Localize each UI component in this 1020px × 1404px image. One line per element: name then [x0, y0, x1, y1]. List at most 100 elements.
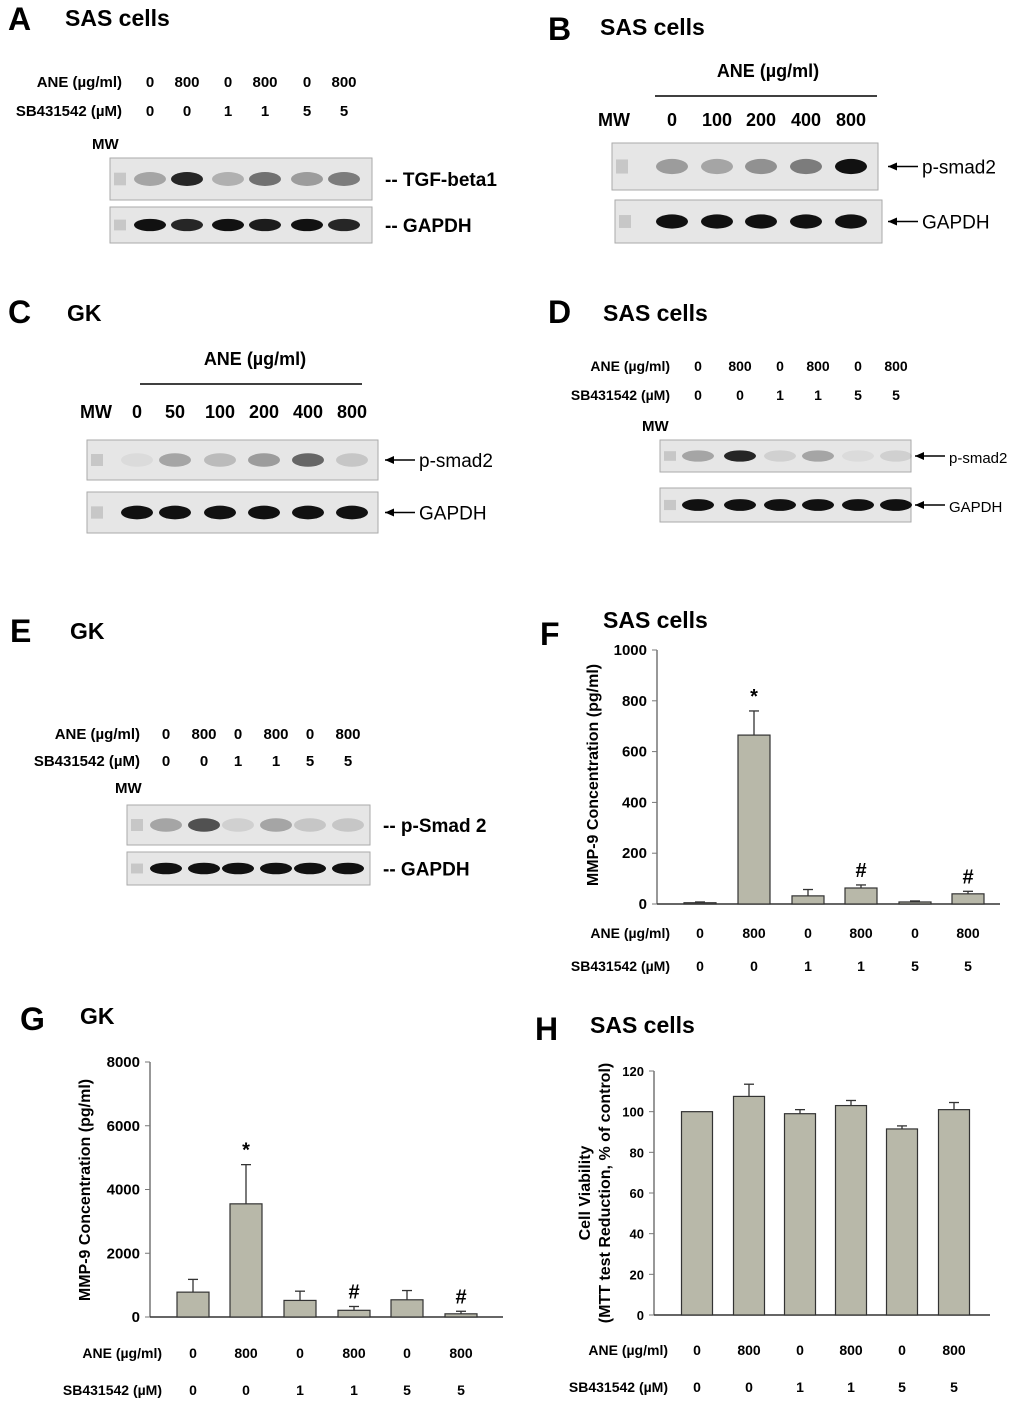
x-category-label: 800	[449, 1345, 473, 1361]
y-tick-label: 600	[622, 744, 647, 761]
panel-b: B SAS cells ANE (µg/ml) 0 100 200 400 800 MW p-sm…	[548, 11, 996, 244]
arrow-head-icon	[888, 162, 897, 171]
bar	[176, 1291, 210, 1318]
chart-title: SAS cells	[590, 1012, 695, 1038]
row-label: ANE (µg/ml)	[590, 358, 670, 374]
blot-band	[656, 214, 688, 229]
y-axis-label: MMP-9 Concentration (pg/ml)	[77, 1079, 94, 1301]
y-tick-label: 60	[630, 1186, 644, 1201]
panel-letter: G	[20, 1001, 45, 1037]
blot-strip: GAPDH	[659, 487, 1002, 523]
x-category-label: 800	[942, 1342, 966, 1358]
y-tick-label: 100	[622, 1105, 644, 1120]
mw-marker-band	[664, 451, 676, 461]
blot-band	[332, 862, 364, 875]
lane-value: 800	[836, 110, 866, 130]
x-row-label: ANE (µg/ml)	[590, 925, 670, 941]
y-tick-label: 2000	[107, 1245, 140, 1262]
blot-band	[802, 450, 834, 462]
blot-band	[724, 450, 756, 462]
band-label: -- TGF-beta1	[385, 170, 497, 191]
bar	[898, 901, 932, 905]
band-label: -- p-Smad 2	[383, 816, 486, 837]
arrow-head-icon	[385, 456, 394, 464]
lane-value: 1	[224, 103, 232, 120]
condition-header: ANE (µg/ml)	[204, 349, 306, 369]
lane-value: 1	[814, 387, 822, 403]
arrow-head-icon	[915, 501, 924, 509]
blot-band	[204, 453, 236, 467]
blot-band	[291, 172, 323, 186]
y-tick-label: 6000	[107, 1118, 140, 1135]
row-label: ANE (µg/ml)	[55, 726, 140, 743]
y-tick-label: 200	[622, 845, 647, 862]
x-category-label: 1	[296, 1382, 304, 1398]
y-tick-label: 0	[637, 1308, 644, 1323]
blot-band	[222, 862, 254, 875]
x-category-label: 5	[911, 958, 919, 974]
blot-band	[204, 505, 236, 520]
lane-value: 0	[132, 402, 142, 422]
bar	[732, 1095, 766, 1316]
mw-marker-band	[131, 863, 143, 874]
lane-value: 800	[728, 358, 752, 374]
x-category-label: 0	[911, 925, 919, 941]
lane-value: 400	[791, 110, 821, 130]
x-category-label: 800	[737, 1342, 761, 1358]
mw-marker-band	[114, 219, 126, 231]
y-axis-label: Cell Viability	[577, 1145, 594, 1240]
lane-value: 800	[174, 74, 199, 91]
y-tick-label: 4000	[107, 1182, 140, 1199]
lane-value: 200	[249, 402, 279, 422]
x-category-label: 800	[742, 925, 766, 941]
panel-title: SAS cells	[603, 300, 708, 326]
blot-band	[682, 499, 714, 511]
mw-label: MW	[598, 110, 630, 130]
mw-marker-band	[91, 506, 103, 519]
panel-c: C GK ANE (µg/ml) 0 50 100 200 400 800 MW p-smad2 GA…	[8, 294, 493, 534]
blot-band	[294, 818, 326, 832]
lane-value: 0	[667, 110, 677, 130]
blot-band	[134, 218, 166, 232]
blot-membrane	[126, 804, 371, 846]
lane-value: 800	[335, 726, 360, 743]
y-tick-label: 1000	[614, 642, 647, 659]
blot-band	[248, 505, 280, 520]
band-label: -- GAPDH	[385, 216, 472, 237]
y-axis-label-line2: (MTT test Reduction, % of control)	[597, 1063, 614, 1323]
panel-title: SAS cells	[65, 5, 170, 31]
lane-value: 0	[162, 726, 170, 743]
blot-band	[150, 862, 182, 875]
x-category-label: 0	[796, 1342, 804, 1358]
lane-value: 5	[306, 753, 314, 770]
x-category-label: 0	[696, 925, 704, 941]
blot-band	[134, 172, 166, 186]
blot-band	[260, 862, 292, 875]
blot-band	[171, 172, 203, 186]
arrow-head-icon	[915, 452, 924, 460]
blot-membrane	[659, 439, 912, 473]
blot-band	[745, 158, 777, 175]
x-row-label: ANE (µg/ml)	[82, 1345, 162, 1361]
lane-value: 5	[892, 387, 900, 403]
chart-title: GK	[80, 1003, 115, 1029]
band-label: p-smad2	[949, 450, 1007, 467]
x-category-label: 1	[804, 958, 812, 974]
lane-value: 800	[191, 726, 216, 743]
blot-band	[249, 172, 281, 186]
y-tick-label: 0	[132, 1309, 140, 1326]
x-category-label: 0	[750, 958, 758, 974]
lane-value: 5	[344, 753, 352, 770]
x-category-label: 5	[403, 1382, 411, 1398]
panel-title: GK	[70, 618, 105, 644]
x-row-label: SB431542 (µM)	[569, 1379, 668, 1395]
blot-band	[328, 172, 360, 186]
lane-value: 50	[165, 402, 185, 422]
blot-band	[249, 218, 281, 232]
significance-marker: *	[242, 1140, 250, 1162]
